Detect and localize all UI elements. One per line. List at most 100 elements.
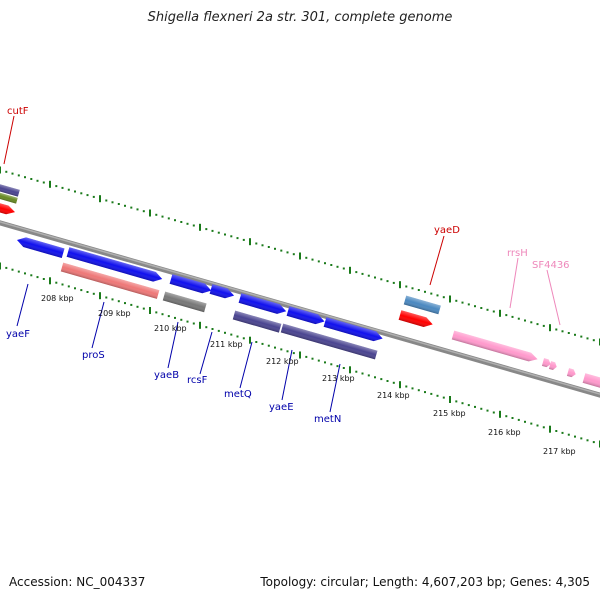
- track-minor-dot: [305, 256, 308, 259]
- feature-forward-cds-1[interactable]: [66, 247, 164, 284]
- track-major-tick: [99, 292, 101, 300]
- feature-small-rna-3[interactable]: [566, 368, 577, 378]
- track-minor-dot: [530, 422, 533, 425]
- track-minor-dot: [374, 276, 376, 279]
- gene-label-yaeB[interactable]: yaeB: [154, 370, 179, 381]
- track-major-tick: [299, 351, 301, 359]
- track-minor-dot: [230, 333, 233, 336]
- gene-label-metQ[interactable]: metQ: [224, 389, 252, 400]
- feature-cutF-region-purple[interactable]: [0, 181, 20, 197]
- track-minor-dot: [486, 308, 489, 311]
- track-minor-dot: [205, 228, 208, 231]
- track-minor-dot: [74, 190, 76, 193]
- track-minor-dot: [386, 280, 389, 283]
- track-minor-dot: [324, 361, 326, 364]
- track-minor-dot: [61, 283, 64, 286]
- track-minor-dot: [61, 186, 64, 189]
- track-minor-dot: [74, 287, 76, 290]
- track-minor-dot: [467, 303, 470, 306]
- gene-label-yaeF[interactable]: yaeF: [6, 329, 30, 340]
- track-minor-dot: [80, 289, 83, 292]
- feature-metN-cds-shade: [323, 317, 383, 342]
- feature-cutF-red[interactable]: [0, 200, 16, 217]
- track-minor-dot: [211, 328, 214, 330]
- track-minor-dot: [474, 305, 476, 308]
- feature-cutF-region-olive[interactable]: [0, 190, 18, 204]
- gene-label-proS[interactable]: proS: [82, 350, 105, 361]
- gene-label-rrsH[interactable]: rrsH: [507, 248, 528, 259]
- track-minor-dot: [261, 244, 264, 247]
- feature-small-rna-1[interactable]: [541, 358, 552, 368]
- track-minor-dot: [455, 299, 458, 302]
- track-minor-dot: [136, 208, 139, 211]
- tick-labels: 208 kbp 209 kbp 210 kbp 211 kbp 212 kbp …: [41, 294, 576, 456]
- feature-metN[interactable]: [280, 323, 378, 360]
- track-minor-dot: [67, 285, 70, 288]
- track-minor-dot: [161, 215, 164, 218]
- feature-small-rna-2[interactable]: [548, 361, 558, 371]
- track-minor-dot: [424, 290, 426, 293]
- track-minor-dot: [117, 300, 120, 303]
- track-minor-dot: [567, 332, 570, 334]
- track-minor-dot: [474, 405, 476, 408]
- feature-yaeD-red[interactable]: [398, 310, 434, 329]
- feature-metQ[interactable]: [232, 310, 282, 333]
- feature-SF4436-shade: [582, 373, 600, 392]
- track-major-tick: [49, 180, 51, 188]
- tick-label-208: 208 kbp: [41, 294, 74, 303]
- feature-yaeF[interactable]: [16, 235, 65, 259]
- track-major-tick: [449, 295, 451, 303]
- track-minor-dot: [105, 199, 108, 202]
- track-major-tick: [499, 309, 501, 317]
- track-major-tick: [249, 238, 251, 246]
- page-title: Shigella flexneri 2a str. 301, complete …: [147, 10, 453, 25]
- upper-dotted-track: [0, 166, 600, 346]
- track-minor-dot: [55, 185, 58, 188]
- feature-rrsH[interactable]: [451, 330, 539, 364]
- feature-proS[interactable]: [60, 262, 160, 299]
- track-minor-dot: [524, 420, 526, 423]
- track-major-tick: [199, 321, 201, 329]
- feature-small-rna-1-shade: [541, 358, 551, 368]
- track-minor-dot: [561, 431, 564, 434]
- track-major-tick: [99, 195, 101, 203]
- feature-gray-shade: [162, 291, 207, 313]
- feature-SF4436[interactable]: [582, 373, 600, 392]
- track-minor-dot: [311, 258, 314, 261]
- track-minor-dot: [317, 359, 320, 362]
- track-minor-dot: [5, 170, 8, 173]
- track-minor-dot: [92, 195, 95, 198]
- gene-label-yaeD[interactable]: yaeD: [434, 225, 460, 236]
- gene-label-cutF[interactable]: cutF: [7, 106, 29, 117]
- track-minor-dot: [36, 276, 39, 279]
- feature-metN-cds[interactable]: [323, 317, 384, 343]
- track-minor-dot: [136, 305, 139, 308]
- feature-yaeB[interactable]: [169, 274, 213, 295]
- track-minor-dot: [505, 314, 508, 317]
- track-minor-dot: [130, 206, 133, 209]
- feature-rcsF[interactable]: [209, 284, 236, 300]
- lower-dotted-track: [0, 262, 600, 448]
- track-minor-dot: [517, 418, 520, 421]
- gene-label-metN[interactable]: metN: [314, 414, 341, 425]
- track-minor-dot: [461, 402, 464, 405]
- rcsF-connector: [199, 331, 213, 375]
- feature-metQ-cds[interactable]: [238, 293, 288, 316]
- feature-yaeD-blue[interactable]: [403, 295, 441, 315]
- track-minor-dot: [555, 430, 558, 432]
- yaeF-connector: [16, 283, 29, 327]
- gene-label-rcsF[interactable]: rcsF: [187, 375, 208, 386]
- track-minor-dot: [480, 407, 483, 410]
- track-minor-dot: [405, 385, 408, 388]
- gene-label-yaeE[interactable]: yaeE: [269, 402, 294, 413]
- track-minor-dot: [230, 235, 233, 238]
- feature-yaeE-cds[interactable]: [286, 306, 326, 326]
- track-minor-dot: [411, 387, 414, 390]
- gene-label-SF4436[interactable]: SF4436: [532, 260, 570, 271]
- track-minor-dot: [24, 272, 26, 275]
- track-minor-dot: [236, 335, 239, 338]
- track-minor-dot: [5, 266, 8, 269]
- rrsH-connector: [509, 257, 519, 309]
- track-minor-dot: [430, 292, 433, 295]
- feature-gray[interactable]: [162, 291, 207, 313]
